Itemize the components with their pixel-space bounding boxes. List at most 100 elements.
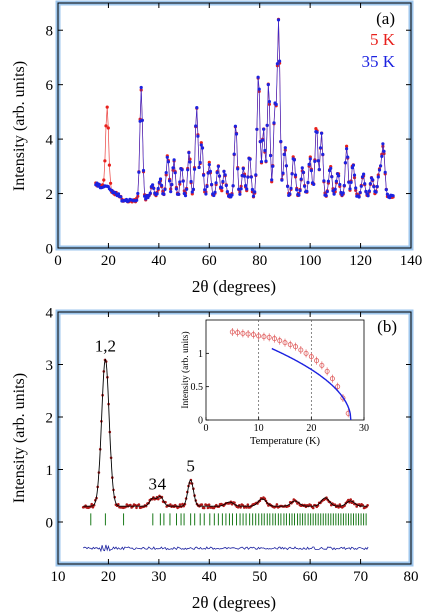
data-point-35k xyxy=(320,131,324,135)
panel-a: 0 20 40 60 80 100 120 140 0 2 4 6 8 (a) 5 K 35 K Int… xyxy=(11,0,422,296)
data-point-35k xyxy=(371,178,375,182)
data-point-35k xyxy=(324,194,328,198)
data-point-35k xyxy=(375,184,379,189)
data-point-35k xyxy=(263,148,267,153)
data-point-35k xyxy=(231,184,235,188)
data-point-35k xyxy=(259,160,264,164)
data-point-35k xyxy=(210,182,214,187)
inset-data-point xyxy=(277,338,283,344)
inset-data-point xyxy=(324,368,330,374)
panel-b-axes-box xyxy=(57,311,412,565)
panel-b-x-tick-label: 60 xyxy=(303,569,318,585)
panel-a-y-tick-label: 4 xyxy=(46,132,54,148)
data-point-35k xyxy=(283,146,287,150)
data-point-35k xyxy=(262,127,266,131)
inset-data-point xyxy=(235,330,241,336)
data-point-35k xyxy=(135,198,139,202)
panel-a-x-label: 2θ (degrees) xyxy=(192,277,276,296)
data-point-35k xyxy=(374,190,378,194)
data-point-35k xyxy=(333,187,337,191)
observed-point xyxy=(129,503,132,507)
data-point-35k xyxy=(276,18,281,22)
data-point-35k xyxy=(326,179,330,183)
data-point-35k xyxy=(203,188,207,192)
data-point-35k xyxy=(172,158,176,162)
data-point-35k xyxy=(174,187,178,191)
data-point-35k xyxy=(254,173,258,177)
data-point-35k xyxy=(271,164,275,168)
data-point-35k xyxy=(251,194,256,198)
inset-x-tick-label: 0 xyxy=(204,423,209,434)
data-point-35k xyxy=(275,62,279,66)
data-point-35k xyxy=(216,164,220,168)
data-point-35k xyxy=(242,174,247,178)
data-point-35k xyxy=(279,139,283,144)
observed-point xyxy=(233,501,236,505)
inset-x-tick-label: 20 xyxy=(306,423,316,434)
data-point-35k xyxy=(139,85,143,90)
data-point-35k xyxy=(270,178,274,182)
data-point-35k xyxy=(345,147,349,151)
data-point-35k xyxy=(379,164,383,168)
observed-point xyxy=(337,506,340,509)
data-point-35k xyxy=(381,142,385,146)
data-point-35k xyxy=(238,192,242,196)
data-point-35k xyxy=(217,174,222,178)
panel-a-y-tick-label: 2 xyxy=(46,187,54,203)
data-point-35k xyxy=(364,189,368,193)
data-point-35k xyxy=(234,132,239,136)
data-point-35k xyxy=(255,127,259,131)
panel-a-y-tick-label: 6 xyxy=(46,78,54,94)
inset-data-point xyxy=(250,332,256,338)
panel-b-y-tick-label: 2 xyxy=(46,410,54,426)
data-point-35k xyxy=(199,143,203,147)
inset-data-point xyxy=(319,362,325,368)
data-point-35k xyxy=(220,186,224,190)
data-point-35k xyxy=(303,184,307,188)
data-point-35k xyxy=(313,159,317,163)
data-point-35k xyxy=(354,186,358,190)
data-point-5k xyxy=(199,141,203,145)
data-point-5k xyxy=(220,189,224,193)
data-point-35k xyxy=(225,190,229,194)
panel-b-y-tick-label: 1 xyxy=(46,463,54,479)
data-point-35k xyxy=(189,179,193,184)
data-point-35k xyxy=(388,196,392,200)
data-point-35k xyxy=(205,184,209,189)
data-point-35k xyxy=(140,118,144,122)
data-point-35k xyxy=(192,167,197,171)
panel-b-x-tick-label: 50 xyxy=(252,569,267,585)
inset-data-point xyxy=(282,340,288,346)
difference-curve xyxy=(82,544,369,553)
data-point-35k xyxy=(256,75,260,79)
panel-b-y-label: Intensity (arb. units) xyxy=(11,373,28,503)
data-point-35k xyxy=(317,167,321,172)
data-point-35k xyxy=(116,192,121,196)
inset-series xyxy=(229,328,352,421)
data-point-35k xyxy=(383,170,387,174)
data-point-35k xyxy=(264,159,268,163)
data-point-35k xyxy=(334,179,338,183)
data-point-35k xyxy=(164,171,168,175)
data-point-35k xyxy=(368,182,372,186)
inset-y-label: Intensity (arb. units) xyxy=(180,331,191,408)
data-point-35k xyxy=(257,87,261,91)
data-point-35k xyxy=(297,193,301,197)
data-point-35k xyxy=(332,192,336,196)
data-point-35k xyxy=(325,190,329,194)
panel-b-x-tick-label: 80 xyxy=(404,569,419,585)
data-point-35k xyxy=(246,175,250,179)
observed-point xyxy=(347,498,350,502)
inset-chart: 0 10 20 30 0 0.5 1 Temperature (K) Intensity (… xyxy=(180,319,369,447)
data-point-35k xyxy=(190,190,194,194)
inset-y-tick-label: 0 xyxy=(198,416,203,427)
observed-point xyxy=(311,506,315,510)
panel-b-x-tick-label: 20 xyxy=(101,569,116,585)
data-point-35k xyxy=(359,184,363,188)
data-point-35k xyxy=(261,138,265,142)
data-point-35k xyxy=(343,161,347,165)
data-point-35k xyxy=(195,106,199,110)
panel-b-peak-labels: 1,2 3 45 xyxy=(95,336,195,493)
data-point-35k xyxy=(188,160,192,164)
